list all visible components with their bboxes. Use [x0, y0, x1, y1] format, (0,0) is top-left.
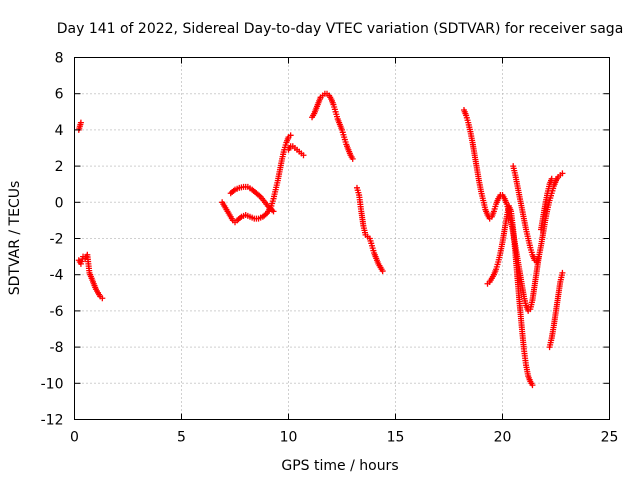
data-point: [559, 170, 566, 177]
series-arc-i: [484, 202, 536, 389]
y-tick-label: -4: [50, 268, 64, 284]
y-tick-label: -12: [41, 413, 64, 429]
series-arc-e: [285, 143, 307, 159]
data-point: [270, 208, 277, 215]
x-tick-label: 10: [280, 430, 298, 446]
y-tick-label: 0: [55, 195, 64, 211]
y-tick-label: -8: [50, 340, 64, 356]
y-tick-label: 6: [55, 87, 64, 103]
series-arc-k: [538, 175, 555, 233]
chart-title: Day 141 of 2022, Sidereal Day-to-day VTE…: [57, 21, 624, 37]
series-arc-j: [510, 163, 566, 266]
data-point: [559, 269, 566, 276]
data-point: [300, 152, 307, 159]
data-point: [77, 119, 84, 126]
series-arc-b: [75, 251, 106, 302]
x-tick-label: 20: [494, 430, 512, 446]
y-tick-label: -10: [41, 376, 64, 392]
x-tick-label: 15: [387, 430, 405, 446]
y-tick-label: 4: [55, 123, 64, 139]
data-point: [529, 382, 536, 389]
series-arc-d: [227, 183, 277, 215]
series-arc-l: [546, 269, 566, 351]
x-tick-label: 25: [601, 430, 619, 446]
data-point: [379, 268, 386, 275]
axis-ticks: 0 5 10 15 20 25 -12 -10 -8 -6 -4 -2 0 2 4 6 8: [41, 51, 619, 446]
y-tick-label: 8: [55, 51, 64, 67]
x-tick-label: 5: [177, 430, 186, 446]
x-tick-label: 0: [70, 430, 79, 446]
y-tick-label: 2: [55, 159, 64, 175]
data-point: [287, 132, 294, 139]
series-arc-f: [309, 90, 356, 162]
y-tick-label: -6: [50, 304, 64, 320]
x-axis-label: GPS time / hours: [281, 458, 398, 474]
y-tick-label: -2: [50, 232, 64, 248]
series-arc-c: [219, 132, 294, 226]
data-point: [548, 175, 555, 182]
series-arc-g: [353, 184, 386, 275]
data-point: [99, 295, 106, 302]
y-axis-label: SDTVAR / TECUs: [7, 181, 23, 296]
data-point: [349, 155, 356, 162]
series-arc-h: [460, 106, 542, 314]
data-marks: [75, 90, 566, 389]
series-arc-a: [75, 119, 84, 133]
